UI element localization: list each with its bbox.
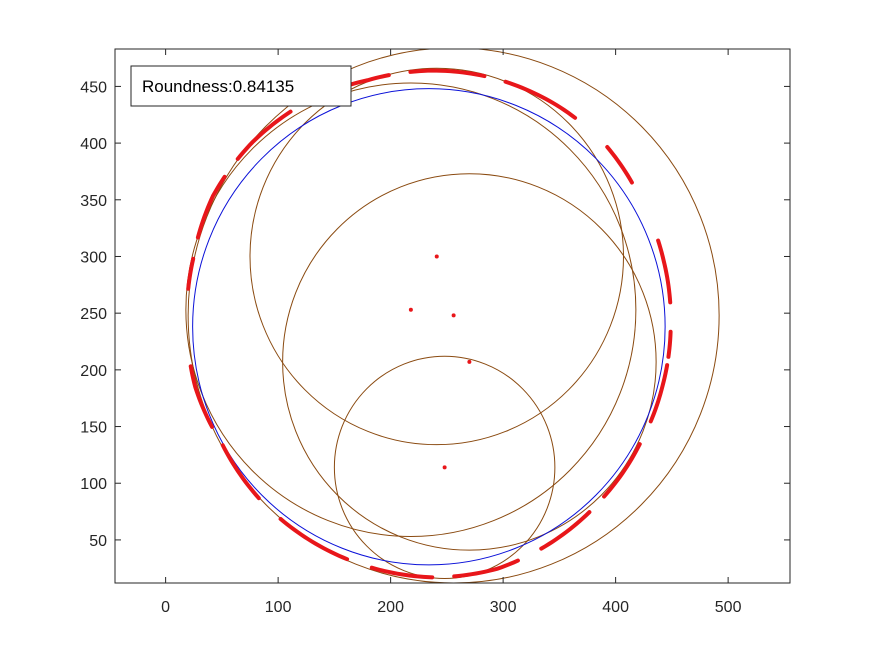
- boundary-segment-1-8: [186, 256, 196, 291]
- boundary-segment-2-3: [278, 516, 350, 562]
- center-point-2: [408, 307, 413, 312]
- fitted-circle-layer: [192, 88, 666, 566]
- y-tick-label-350: 350: [80, 193, 107, 210]
- x-tick-label-0: 0: [161, 599, 170, 616]
- x-tick-label-100: 100: [265, 599, 292, 616]
- boundary-segment-2-2: [220, 443, 261, 501]
- plot-content: [185, 49, 720, 583]
- test-circle-4: [282, 173, 657, 551]
- boundary-segment-1-7: [195, 174, 227, 240]
- y-tick-label-200: 200: [80, 363, 107, 380]
- y-axis: 50 100 150 200 250 300 350 400 450: [80, 79, 790, 550]
- y-tick-label-50: 50: [89, 533, 107, 550]
- test-circle-3: [249, 67, 624, 446]
- boundary-segment-2-1: [188, 364, 215, 429]
- x-axis: 0 100 200 300 400 500: [161, 49, 742, 616]
- boundary-segment-1-2: [605, 145, 634, 185]
- x-tick-label-200: 200: [377, 599, 404, 616]
- boundary-segment-3-1: [539, 510, 592, 551]
- boundary-segment-1-3: [503, 79, 578, 120]
- test-circles: [185, 49, 720, 583]
- boundary-segment-1-6: [235, 109, 293, 161]
- y-tick-label-300: 300: [80, 249, 107, 266]
- roundness-label: Roundness:0.84135: [142, 77, 294, 96]
- x-tick-label-300: 300: [490, 599, 517, 616]
- y-tick-label-100: 100: [80, 476, 107, 493]
- boundary-segment-2-5: [452, 558, 520, 579]
- boundary-segment-3-4: [666, 329, 673, 359]
- boundary-outline: [186, 68, 673, 580]
- fitted-circle: [192, 88, 666, 566]
- center-point-5: [442, 465, 447, 470]
- y-tick-label-450: 450: [80, 79, 107, 96]
- annotation-box: [130, 65, 352, 107]
- y-tick-label-150: 150: [80, 420, 107, 437]
- axes-box: [114, 48, 791, 584]
- boundary-segment-2-4: [369, 565, 435, 580]
- center-point-1: [434, 254, 439, 259]
- test-circle-2: [185, 82, 637, 538]
- boundary-segment-3-2: [602, 442, 642, 499]
- center-point-4: [467, 359, 472, 364]
- x-tick-label-400: 400: [602, 599, 629, 616]
- x-tick-label-500: 500: [715, 599, 742, 616]
- y-tick-label-400: 400: [80, 136, 107, 153]
- y-tick-label-250: 250: [80, 306, 107, 323]
- test-circle-1: [187, 49, 720, 583]
- boundary-segment-3-3: [648, 363, 670, 424]
- boundary-segment-1-1: [656, 238, 673, 305]
- circle-centers: [408, 254, 472, 470]
- test-circle-5: [333, 355, 556, 579]
- boundary-segment-1-4: [408, 68, 487, 79]
- center-point-3: [451, 313, 456, 318]
- roundness-annotation: Roundness:0.84135: [130, 65, 352, 107]
